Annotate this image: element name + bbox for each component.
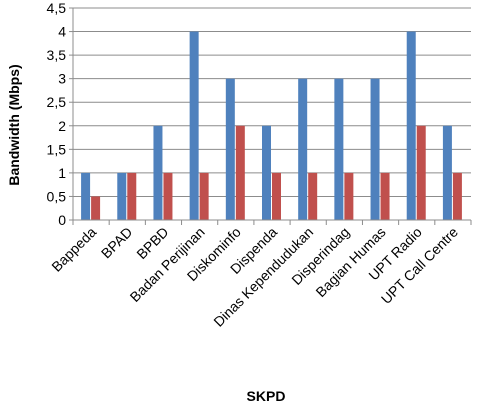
bar — [81, 172, 91, 220]
bar — [406, 31, 416, 220]
y-tick-label: 2 — [58, 118, 66, 134]
x-tick-label: Bappeda — [48, 224, 99, 275]
y-tick-labels: 0 0,5 1 1,5 2 2,5 3 3,5 4 4,5 — [47, 0, 67, 228]
bar — [91, 196, 101, 220]
axes — [69, 7, 472, 225]
x-tick-label: BPAD — [98, 224, 136, 262]
bar — [153, 125, 163, 220]
bar — [225, 78, 235, 221]
x-axis-title: SKPD — [247, 388, 286, 404]
bar — [127, 172, 137, 220]
y-tick-label: 3 — [58, 71, 66, 87]
bar — [442, 125, 452, 220]
bar — [272, 172, 281, 220]
bar — [235, 125, 245, 220]
gridlines — [73, 7, 471, 197]
bar — [344, 172, 354, 220]
bar — [262, 125, 271, 220]
y-tick-label: 4 — [58, 24, 66, 40]
bar — [298, 78, 308, 221]
y-tick-label: 0,5 — [47, 188, 67, 204]
y-tick-label: 1,5 — [47, 141, 67, 157]
y-tick-label: 4,5 — [47, 0, 67, 16]
bar — [189, 31, 199, 220]
y-tick-label: 1 — [58, 165, 66, 181]
y-axis-title: Bandwidth (Mbps) — [6, 64, 22, 185]
bar — [117, 172, 127, 220]
bars — [81, 31, 462, 221]
bar — [416, 125, 426, 220]
bar — [163, 172, 173, 220]
bar — [334, 78, 344, 221]
bar — [380, 172, 390, 220]
bar — [370, 78, 380, 221]
bar — [199, 172, 209, 220]
y-tick-label: 3,5 — [47, 47, 67, 63]
bar — [452, 172, 462, 220]
y-tick-label: 2,5 — [47, 94, 67, 110]
bar — [308, 172, 318, 220]
y-tick-label: 0 — [58, 212, 66, 228]
